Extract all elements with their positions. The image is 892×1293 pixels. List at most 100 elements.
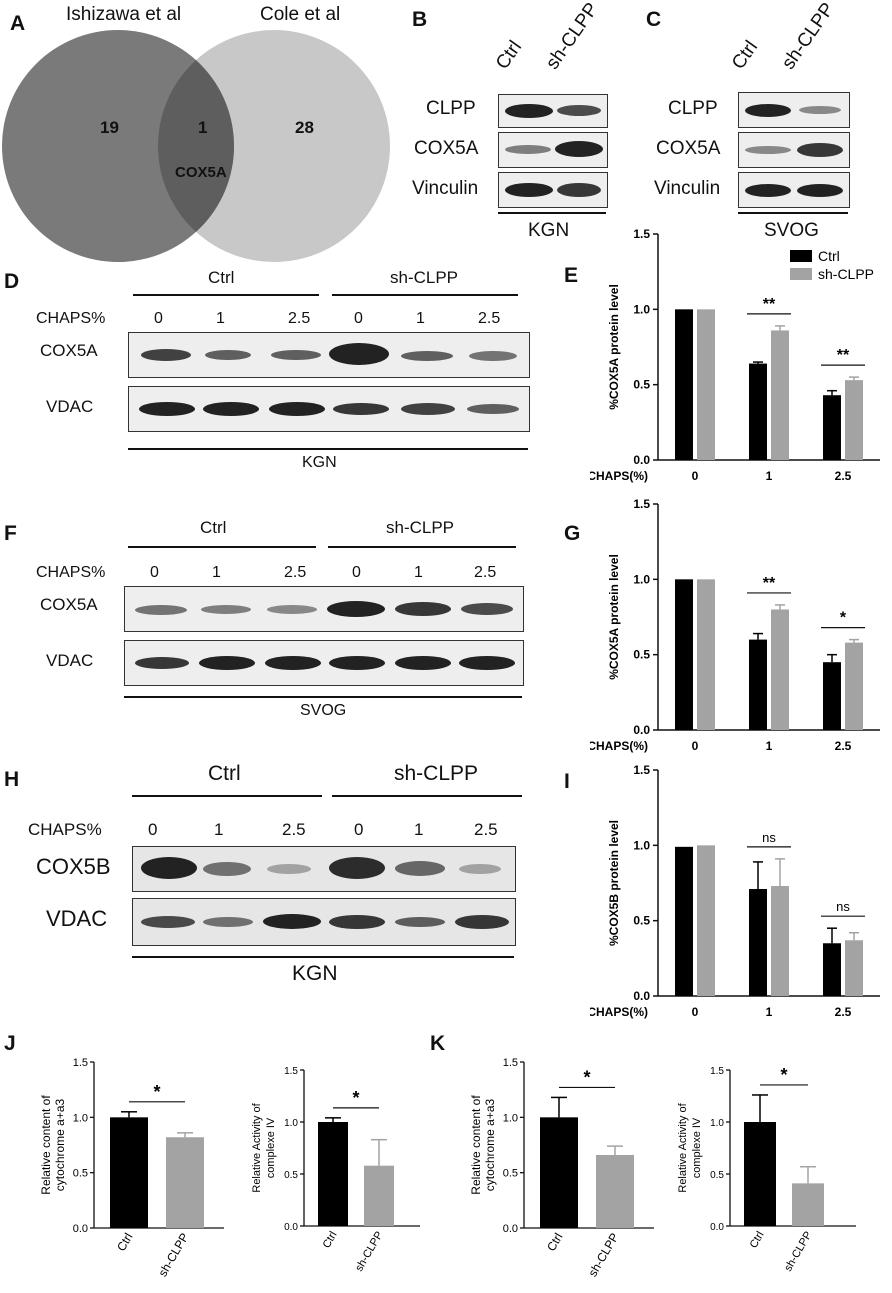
x-tick-label: Ctrl: [114, 1231, 135, 1254]
panel-label-c: C: [646, 8, 662, 31]
y-axis-title: %COX5A protein level: [607, 554, 621, 680]
bar: [845, 380, 863, 460]
y-axis-title: Relative Activity of: [251, 1102, 263, 1192]
significance-label: **: [837, 347, 850, 364]
y-tick-label: 0.0: [633, 453, 650, 467]
blot-d-chaps-4: 1: [416, 310, 425, 327]
y-tick-label: 0.0: [73, 1223, 88, 1235]
x-tick-label: 1: [766, 1005, 773, 1019]
blot-c-cox5a: [738, 132, 850, 168]
blot-b-row-vinculin: Vinculin: [412, 178, 479, 199]
bar: [792, 1183, 824, 1226]
x-tick-label: sh-CLPP: [585, 1231, 621, 1280]
blot-d-chaps-5: 2.5: [478, 310, 501, 327]
significance-label: ns: [836, 899, 850, 914]
panel-label-e: E: [564, 264, 579, 287]
blot-c-row-cox5a: COX5A: [656, 138, 721, 159]
x-tick-label: sh-CLPP: [155, 1231, 191, 1280]
panel-label-k: K: [430, 1032, 446, 1055]
blot-h-group-sh: sh-CLPP: [394, 762, 479, 785]
bar: [110, 1117, 148, 1228]
blot-h-chaps-4: 1: [414, 820, 424, 839]
y-axis-title: %COX5B protein level: [607, 820, 621, 946]
blot-f-vdac: [124, 640, 524, 686]
y-tick-label: 1.0: [503, 1112, 518, 1124]
chart-j1: 0.0 0.5 1.0 1.5 Relative content of cytochrom…: [39, 1057, 224, 1280]
venn-set-right-label: Cole et al: [260, 4, 341, 25]
legend-label: sh-CLPP: [818, 266, 874, 282]
y-tick-label: 0.5: [73, 1168, 88, 1180]
blot-b-underline: [498, 212, 606, 214]
x-tick-label: 1: [766, 469, 773, 483]
blot-d-chaps-label: CHAPS%: [36, 310, 106, 327]
venn-left-count: 19: [100, 118, 119, 137]
panel-label-h: H: [4, 768, 20, 791]
y-tick-label: 0.5: [633, 914, 650, 928]
y-tick-label: 0.0: [710, 1222, 724, 1233]
panel-label-d: D: [4, 270, 20, 293]
chart-e: 0.0 0.5 1.0 1.5 %COX5A protein level CHAPS(%)…: [590, 228, 880, 483]
bar: [771, 330, 789, 460]
blot-c-lane-ctrl: Ctrl: [727, 37, 763, 74]
bar: [823, 662, 841, 730]
y-tick-label: 1.5: [503, 1057, 518, 1069]
blot-c-lane-sh: sh-CLPP: [777, 0, 839, 74]
bar: [675, 846, 693, 996]
panel-label-a: A: [10, 12, 26, 35]
bar: [697, 309, 715, 460]
y-tick-label: 1.5: [633, 763, 650, 777]
y-tick-label: 0.5: [503, 1168, 518, 1180]
blot-h-vdac: [132, 898, 516, 946]
bar: [845, 940, 863, 996]
x-tick-label: Ctrl: [748, 1230, 767, 1251]
x-tick-label: 2.5: [835, 1005, 852, 1019]
y-axis-title: Relative content of: [469, 1095, 483, 1195]
blot-b-cell-line: KGN: [528, 220, 570, 241]
y-tick-label: 1.0: [633, 302, 650, 316]
blot-c-vinculin: [738, 172, 850, 208]
y-tick-label: 0.5: [633, 648, 650, 662]
blot-d-vdac: [128, 386, 530, 432]
blot-f-group-sh: sh-CLPP: [386, 518, 455, 537]
bar: [749, 639, 767, 730]
legend-swatch: [790, 268, 812, 280]
venn-set-left-label: Ishizawa et al: [66, 4, 182, 25]
blot-c-clpp: [738, 92, 850, 128]
blot-h-row-vdac: VDAC: [46, 906, 108, 931]
y-tick-label: 0.0: [633, 989, 650, 1003]
bar: [744, 1122, 776, 1226]
chart-k1: 0.0 0.5 1.0 1.5 Relative content of cytochrom…: [469, 1057, 654, 1280]
significance-label: **: [763, 575, 776, 592]
blot-b-lane-sh: sh-CLPP: [541, 0, 603, 74]
x-axis-title: CHAPS(%): [590, 1005, 648, 1019]
legend-label: Ctrl: [818, 248, 840, 264]
y-tick-label: 0.0: [503, 1223, 518, 1235]
bar: [771, 886, 789, 996]
blot-c-row-vinculin: Vinculin: [654, 178, 721, 199]
blot-c-row-clpp: CLPP: [668, 98, 718, 119]
blot-f-row-cox5a: COX5A: [40, 595, 98, 614]
bar: [675, 579, 693, 730]
venn-overlap-count: 1: [198, 118, 208, 137]
blot-h-cell-line: KGN: [292, 962, 338, 985]
bar: [823, 395, 841, 460]
blot-f-group-ctrl: Ctrl: [200, 518, 227, 537]
y-axis-title: %COX5A protein level: [607, 284, 621, 410]
panel-label-j: J: [4, 1032, 16, 1055]
y-tick-label: 1.0: [633, 572, 650, 586]
chart-j2: 0.0 0.5 1.0 1.5 Relative Activity of complexe…: [251, 1066, 420, 1274]
bar: [364, 1165, 394, 1226]
bar: [771, 609, 789, 730]
bar: [823, 943, 841, 996]
bar: [675, 309, 693, 460]
legend-swatch: [790, 250, 812, 262]
y-tick-label: 0.5: [284, 1170, 298, 1181]
x-tick-label: Ctrl: [321, 1230, 340, 1251]
y-tick-label: 1.0: [710, 1118, 724, 1129]
blot-f-chaps-1: 1: [212, 564, 221, 581]
panel-label-g: G: [564, 522, 581, 545]
x-tick-label: Ctrl: [544, 1231, 565, 1254]
blot-d-chaps-1: 1: [216, 310, 225, 327]
x-tick-label: 0: [692, 739, 699, 753]
bar: [697, 579, 715, 730]
